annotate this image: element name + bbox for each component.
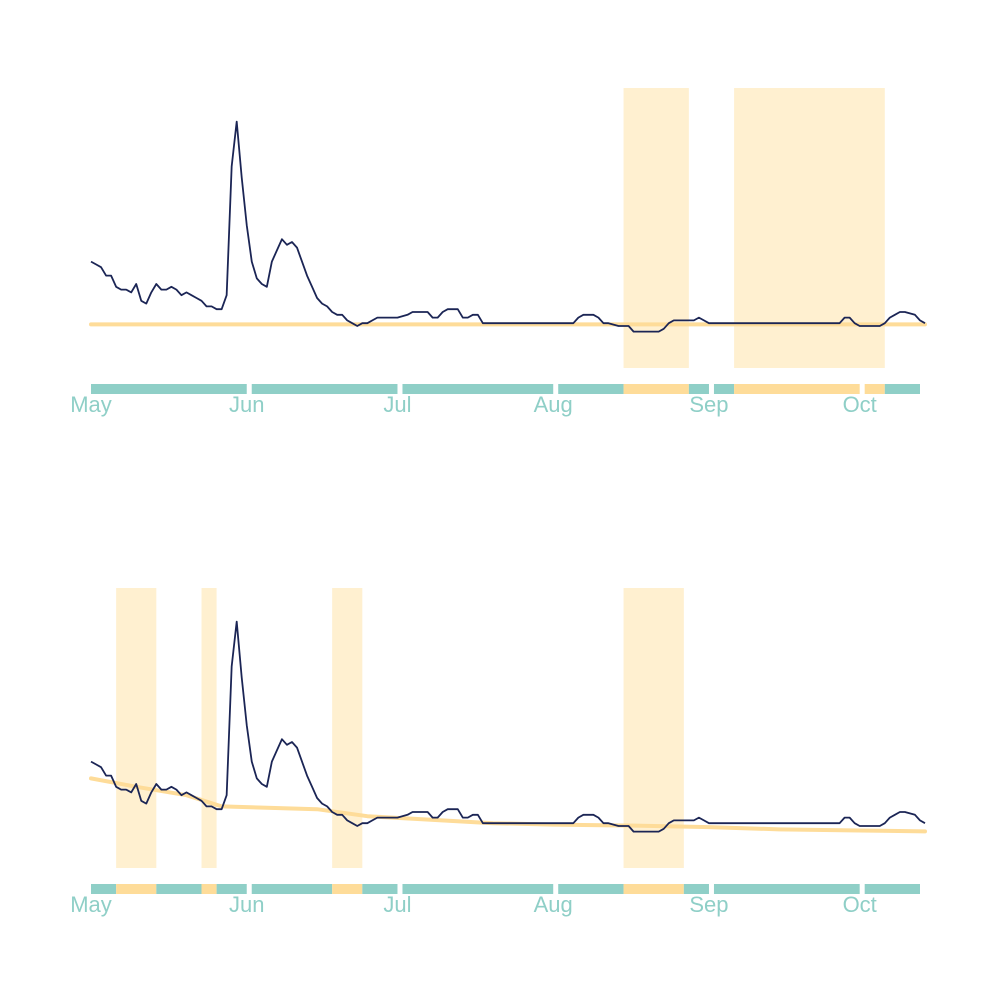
timeline-segment-5 bbox=[623, 384, 689, 394]
timeline-segment-4 bbox=[558, 384, 624, 394]
x-tick-label-sep: Sep bbox=[689, 892, 728, 917]
timeline-segment-12 bbox=[683, 884, 709, 894]
timeline-segment-2 bbox=[116, 884, 157, 894]
x-tick-label-jul: Jul bbox=[383, 392, 411, 417]
timeline-segment-1 bbox=[91, 884, 117, 894]
x-tick-label-aug: Aug bbox=[534, 392, 573, 417]
timeline-segment-14 bbox=[864, 884, 920, 894]
highlight-bands bbox=[623, 88, 885, 368]
x-tick-label-oct: Oct bbox=[843, 392, 877, 417]
highlight-bands bbox=[116, 588, 684, 868]
timeline-strip bbox=[91, 884, 920, 894]
x-tick-label-aug: Aug bbox=[534, 892, 573, 917]
x-tick-label-jul: Jul bbox=[383, 892, 411, 917]
highlight-band-2 bbox=[734, 88, 885, 368]
x-tick-label-jun: Jun bbox=[229, 392, 264, 417]
timeline-segment-8 bbox=[362, 884, 398, 894]
highlight-band-1 bbox=[623, 88, 689, 368]
x-tick-label-may: May bbox=[70, 892, 112, 917]
x-tick-labels: May Jun Jul Aug Sep Oct bbox=[70, 392, 877, 417]
chart-panel-2: May Jun Jul Aug Sep Oct bbox=[70, 588, 927, 917]
timeline-segment-13 bbox=[713, 884, 860, 894]
timeline-segment-5 bbox=[216, 884, 247, 894]
highlight-band-2 bbox=[201, 588, 217, 868]
timeline-segment-7 bbox=[713, 384, 735, 394]
timeline-segment-11 bbox=[623, 884, 684, 894]
timeline-segment-3 bbox=[156, 884, 202, 894]
observed-line bbox=[90, 120, 926, 333]
timeline-segment-6 bbox=[688, 384, 709, 394]
timeline-segment-7 bbox=[332, 884, 363, 894]
timeline-segment-10 bbox=[558, 884, 624, 894]
x-tick-label-jun: Jun bbox=[229, 892, 264, 917]
observed-line bbox=[90, 620, 926, 833]
timeline-segment-1 bbox=[91, 384, 247, 394]
timeline-segment-9 bbox=[402, 884, 554, 894]
timeline-segment-3 bbox=[402, 384, 554, 394]
x-tick-label-may: May bbox=[70, 392, 112, 417]
x-tick-label-oct: Oct bbox=[843, 892, 877, 917]
chart-panel-1: May Jun Jul Aug Sep Oct bbox=[70, 88, 927, 417]
timeline-segment-4 bbox=[201, 884, 217, 894]
timeline-strip bbox=[91, 384, 920, 394]
x-tick-labels: May Jun Jul Aug Sep Oct bbox=[70, 892, 877, 917]
timeline-segment-10 bbox=[884, 384, 920, 394]
timeline-segment-9 bbox=[864, 384, 885, 394]
x-tick-label-sep: Sep bbox=[689, 392, 728, 417]
highlight-band-1 bbox=[116, 588, 157, 868]
timeline-segment-2 bbox=[251, 384, 398, 394]
timeline-segment-8 bbox=[734, 384, 860, 394]
timeline-segment-6 bbox=[251, 884, 333, 894]
